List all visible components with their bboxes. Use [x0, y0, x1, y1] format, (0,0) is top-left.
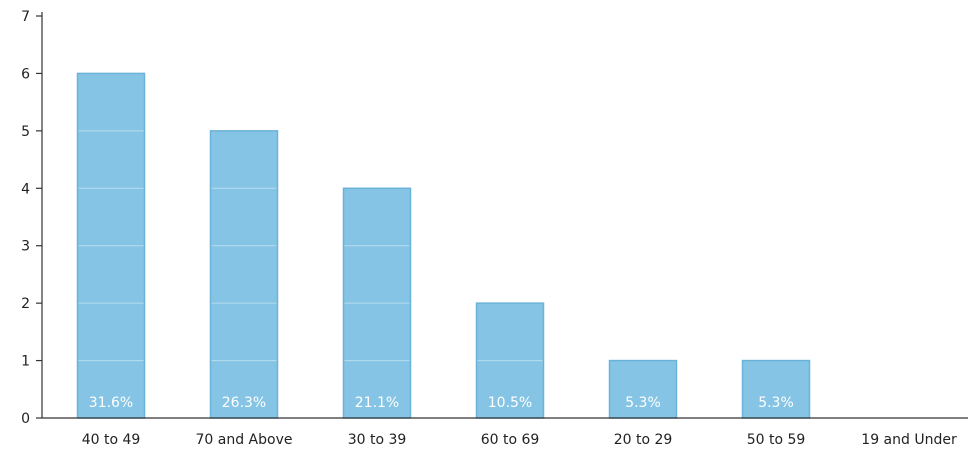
y-tick-label: 6	[21, 66, 30, 82]
data-label: 5.3%	[625, 395, 661, 411]
bar-2	[209, 130, 279, 419]
x-tick-label: 20 to 29	[614, 432, 673, 448]
x-tick-label: 30 to 39	[348, 432, 407, 448]
bar-6	[741, 359, 811, 419]
y-tick-label: 2	[21, 296, 30, 312]
y-tick-label: 3	[21, 239, 30, 255]
data-label: 5.3%	[758, 395, 794, 411]
y-tick-label: 1	[21, 354, 30, 370]
y-tick-label: 0	[21, 411, 30, 427]
data-label: 26.3%	[222, 395, 266, 411]
y-tick-label: 7	[21, 9, 30, 25]
x-tick-label: 60 to 69	[481, 432, 540, 448]
x-tick-label: 50 to 59	[747, 432, 806, 448]
x-tick-label: 19 and Under	[861, 432, 957, 448]
y-tick-label: 4	[21, 181, 30, 197]
x-tick-label: 40 to 49	[82, 432, 141, 448]
data-label: 31.6%	[89, 395, 133, 411]
y-tick-label: 5	[21, 124, 30, 140]
data-label: 10.5%	[488, 395, 532, 411]
x-tick-label: 70 and Above	[196, 432, 293, 448]
data-label: 21.1%	[355, 395, 399, 411]
